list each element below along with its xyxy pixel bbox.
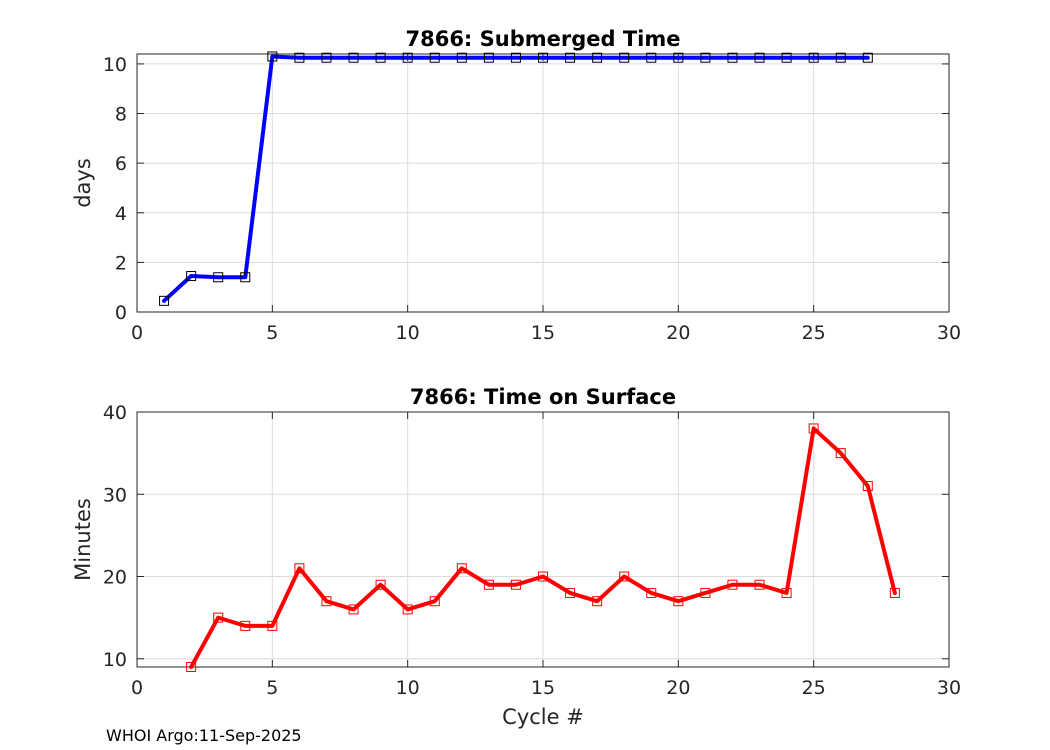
y-tick-label: 4 bbox=[115, 203, 127, 225]
data-point bbox=[700, 52, 711, 63]
data-point bbox=[348, 52, 359, 63]
data-point bbox=[321, 52, 332, 63]
data-point bbox=[835, 448, 846, 459]
data-point bbox=[646, 52, 657, 63]
y-axis-label: Minutes bbox=[71, 498, 95, 581]
x-tick-label: 5 bbox=[266, 322, 278, 344]
data-point bbox=[510, 579, 521, 590]
data-point bbox=[429, 596, 440, 607]
data-point bbox=[348, 604, 359, 615]
x-tick-label: 25 bbox=[802, 322, 826, 344]
data-point bbox=[619, 571, 630, 582]
submerged-time-chart: 0 5 10 15 20 25 30 0 2 4 6 8 10 7866: Submerged Time d… bbox=[71, 27, 961, 344]
y-tick-label: 30 bbox=[103, 484, 127, 506]
footer-text: WHOI Argo:11-Sep-2025 bbox=[106, 726, 302, 745]
data-point bbox=[483, 579, 494, 590]
data-point bbox=[429, 52, 440, 63]
data-point bbox=[483, 52, 494, 63]
data-point bbox=[592, 52, 603, 63]
chart-title: 7866: Submerged Time bbox=[405, 27, 680, 51]
data-point bbox=[510, 52, 521, 63]
data-point bbox=[240, 272, 251, 283]
data-point bbox=[835, 52, 846, 63]
data-point bbox=[213, 272, 224, 283]
x-tick-label: 0 bbox=[131, 677, 143, 699]
data-point bbox=[375, 579, 386, 590]
data-point bbox=[754, 52, 765, 63]
y-tick-label: 6 bbox=[115, 153, 127, 175]
x-tick-label: 0 bbox=[131, 322, 143, 344]
data-point bbox=[808, 52, 819, 63]
y-tick-label: 2 bbox=[115, 252, 127, 274]
data-point bbox=[267, 51, 278, 62]
series-line bbox=[189, 426, 897, 669]
data-point bbox=[781, 52, 792, 63]
x-tick-label: 15 bbox=[531, 677, 555, 699]
chart-title: 7866: Time on Surface bbox=[410, 385, 676, 409]
x-tick-label: 5 bbox=[266, 677, 278, 699]
data-point bbox=[619, 52, 630, 63]
x-tick-label: 10 bbox=[396, 322, 420, 344]
data-point bbox=[754, 579, 765, 590]
surface-time-chart: 0 5 10 15 20 25 30 10 20 30 40 7866: Time on Surfac… bbox=[71, 385, 961, 729]
data-point bbox=[727, 52, 738, 63]
y-tick-label: 40 bbox=[103, 402, 127, 424]
data-point bbox=[294, 52, 305, 63]
y-tick-label: 0 bbox=[115, 302, 127, 324]
x-tick-label: 30 bbox=[937, 322, 961, 344]
data-point bbox=[402, 52, 413, 63]
data-point bbox=[294, 563, 305, 574]
data-point bbox=[673, 596, 684, 607]
data-point bbox=[673, 52, 684, 63]
y-tick-label: 20 bbox=[103, 567, 127, 589]
x-tick-label: 20 bbox=[666, 677, 690, 699]
data-point bbox=[213, 612, 224, 623]
data-point bbox=[186, 662, 197, 672]
y-tick-label: 10 bbox=[103, 649, 127, 671]
data-point bbox=[375, 52, 386, 63]
data-point bbox=[862, 481, 873, 492]
data-point bbox=[456, 52, 467, 63]
y-axis-label: days bbox=[71, 158, 95, 208]
data-point bbox=[321, 596, 332, 607]
data-point bbox=[267, 620, 278, 631]
y-tick-label: 8 bbox=[115, 104, 127, 126]
data-point bbox=[727, 579, 738, 590]
data-point bbox=[240, 620, 251, 631]
data-point bbox=[700, 587, 711, 598]
data-point bbox=[565, 587, 576, 598]
data-point bbox=[402, 604, 413, 615]
data-point bbox=[646, 587, 657, 598]
x-tick-label: 15 bbox=[531, 322, 555, 344]
data-point bbox=[538, 52, 548, 63]
data-point bbox=[889, 587, 900, 598]
data-point bbox=[538, 571, 548, 582]
data-point bbox=[456, 563, 467, 574]
data-point bbox=[808, 423, 819, 434]
data-point bbox=[565, 52, 576, 63]
x-axis-label: Cycle # bbox=[502, 705, 584, 729]
x-tick-label: 20 bbox=[666, 322, 690, 344]
x-tick-label: 10 bbox=[396, 677, 420, 699]
data-point bbox=[781, 587, 792, 598]
data-point bbox=[186, 271, 197, 282]
series-line bbox=[162, 54, 870, 303]
x-tick-label: 30 bbox=[937, 677, 961, 699]
x-tick-label: 25 bbox=[802, 677, 826, 699]
data-point bbox=[862, 52, 873, 63]
y-tick-label: 10 bbox=[103, 54, 127, 76]
data-point bbox=[159, 295, 170, 306]
data-point bbox=[592, 596, 603, 607]
